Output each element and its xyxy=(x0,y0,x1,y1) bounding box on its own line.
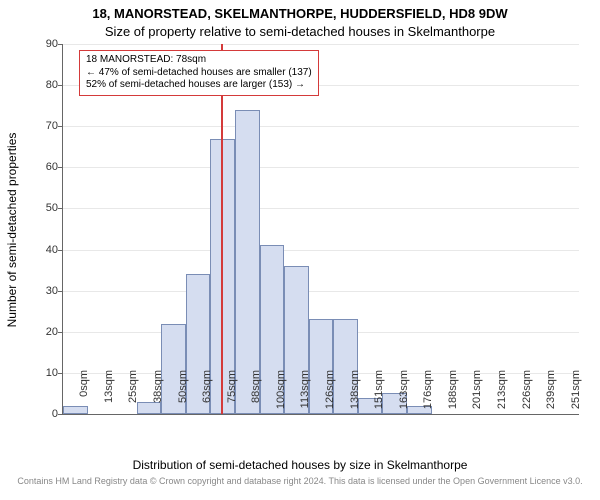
y-tick-label: 10 xyxy=(28,367,58,379)
x-tick-label: 213sqm xyxy=(496,370,508,420)
marker-line xyxy=(221,44,223,414)
x-axis-label: Distribution of semi-detached houses by … xyxy=(0,458,600,472)
x-tick-label: 63sqm xyxy=(201,370,213,420)
y-tick-mark xyxy=(58,44,63,45)
chart-plot-area: 18 MANORSTEAD: 78sqm← 47% of semi-detach… xyxy=(62,44,579,415)
y-tick-mark xyxy=(58,167,63,168)
x-tick-label: 226sqm xyxy=(521,370,533,420)
info-box-line: 52% of semi-detached houses are larger (… xyxy=(86,79,312,92)
y-tick-mark xyxy=(58,373,63,374)
info-box-line: 18 MANORSTEAD: 78sqm xyxy=(86,54,312,67)
y-tick-label: 80 xyxy=(28,79,58,91)
x-tick-label: 188sqm xyxy=(447,370,459,420)
y-tick-mark xyxy=(58,414,63,415)
y-tick-label: 20 xyxy=(28,326,58,338)
y-tick-label: 60 xyxy=(28,161,58,173)
x-tick-label: 75sqm xyxy=(226,370,238,420)
histogram-bar xyxy=(235,110,260,414)
y-gridline xyxy=(63,167,579,168)
y-tick-mark xyxy=(58,250,63,251)
y-tick-label: 40 xyxy=(28,244,58,256)
chart-main-title: 18, MANORSTEAD, SKELMANTHORPE, HUDDERSFI… xyxy=(0,6,600,21)
x-tick-label: 50sqm xyxy=(177,370,189,420)
x-tick-label: 176sqm xyxy=(422,370,434,420)
x-tick-label: 113sqm xyxy=(299,370,311,420)
x-tick-label: 126sqm xyxy=(324,370,336,420)
y-tick-mark xyxy=(58,208,63,209)
x-tick-label: 38sqm xyxy=(152,370,164,420)
chart-credit: Contains HM Land Registry data © Crown c… xyxy=(0,476,600,486)
y-gridline xyxy=(63,126,579,127)
y-axis-label: Number of semi-detached properties xyxy=(5,133,19,328)
x-tick-label: 251sqm xyxy=(570,370,582,420)
y-tick-label: 30 xyxy=(28,285,58,297)
x-tick-label: 0sqm xyxy=(78,370,90,420)
x-tick-label: 25sqm xyxy=(127,370,139,420)
chart-sub-title: Size of property relative to semi-detach… xyxy=(0,24,600,39)
x-tick-label: 239sqm xyxy=(545,370,557,420)
x-tick-label: 13sqm xyxy=(103,370,115,420)
y-tick-mark xyxy=(58,85,63,86)
y-tick-label: 0 xyxy=(28,408,58,420)
y-gridline xyxy=(63,208,579,209)
x-tick-label: 88sqm xyxy=(250,370,262,420)
info-box: 18 MANORSTEAD: 78sqm← 47% of semi-detach… xyxy=(79,50,319,96)
x-tick-label: 100sqm xyxy=(275,370,287,420)
x-tick-label: 201sqm xyxy=(471,370,483,420)
y-tick-mark xyxy=(58,126,63,127)
y-tick-label: 50 xyxy=(28,202,58,214)
info-box-line: ← 47% of semi-detached houses are smalle… xyxy=(86,67,312,80)
y-tick-mark xyxy=(58,291,63,292)
y-tick-label: 90 xyxy=(28,38,58,50)
x-tick-label: 163sqm xyxy=(398,370,410,420)
y-gridline xyxy=(63,44,579,45)
y-gridline xyxy=(63,291,579,292)
y-tick-label: 70 xyxy=(28,120,58,132)
y-tick-mark xyxy=(58,332,63,333)
x-tick-label: 138sqm xyxy=(349,370,361,420)
x-tick-label: 151sqm xyxy=(373,370,385,420)
y-gridline xyxy=(63,250,579,251)
